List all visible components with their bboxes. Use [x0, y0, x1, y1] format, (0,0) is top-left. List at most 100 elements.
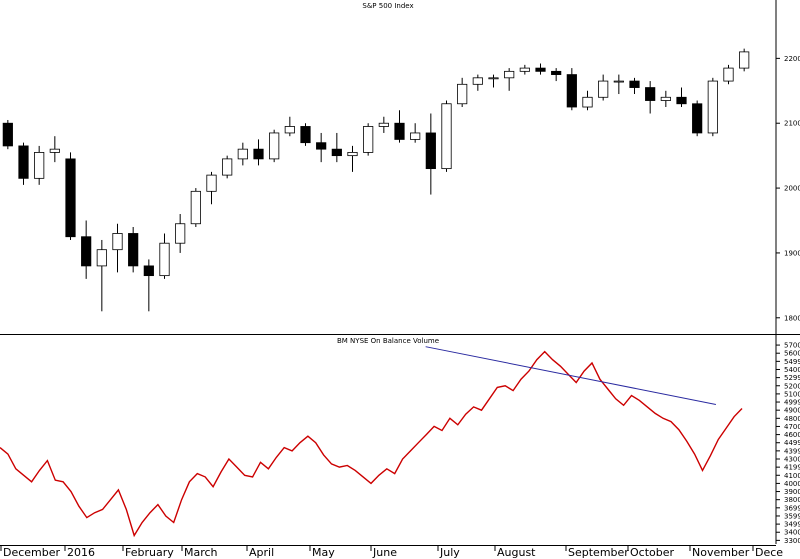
month-label: May [312, 546, 335, 559]
candle-body [159, 242, 170, 277]
candle-body [660, 96, 671, 101]
month-label: Dece [755, 546, 783, 559]
candle-body [128, 233, 139, 267]
price-title: S&P 500 Index [362, 2, 413, 10]
obv-tick-label: 44999 [784, 439, 800, 447]
obv-tick-label: 48000 [784, 415, 800, 423]
price-tick-label: 2000 [784, 185, 800, 193]
candle-body [81, 236, 92, 267]
price-y-ticks: 1800 1900 2000 2100 2200 [776, 55, 800, 322]
candle-body [472, 77, 483, 85]
month-label: 2016 [67, 546, 95, 559]
candle-body [175, 223, 186, 244]
candle-body [143, 265, 154, 277]
candle-body [535, 67, 546, 72]
month-label: September [568, 546, 629, 559]
candle-body [598, 80, 609, 98]
candle-body [723, 67, 734, 82]
obv-line [0, 350, 743, 538]
obv-tick-label: 41999 [784, 464, 800, 472]
price-tick-label: 1800 [784, 314, 800, 322]
candle-body [582, 96, 593, 108]
candle-body [112, 233, 123, 251]
candle-body [488, 77, 499, 80]
candle-body [629, 80, 640, 88]
month-label: August [497, 546, 536, 559]
obv-tick-label: 54000 [784, 366, 800, 374]
candle-body [222, 158, 233, 176]
obv-tick-label: 33000 [784, 537, 800, 545]
obv-panel: BM NYSE On Balance Volume 33000340003499… [0, 335, 800, 545]
candle-body [65, 158, 76, 238]
price-tick-label: 1900 [784, 249, 800, 257]
candle-body [49, 148, 60, 153]
month-labels: December 2016 February March April May June Jul… [0, 546, 783, 559]
candle-body [378, 122, 389, 127]
candle-body [676, 96, 687, 105]
obv-y-ticks: 3300034000349993599936999380003900040000… [776, 342, 800, 545]
candle-body [394, 122, 405, 140]
candle-body [441, 103, 452, 170]
obv-tick-label: 35999 [784, 512, 800, 520]
candle-body [613, 80, 624, 83]
price-candles [2, 48, 750, 312]
candle-body [347, 152, 358, 157]
month-label: July [439, 546, 460, 559]
obv-tick-label: 52999 [784, 374, 800, 382]
obv-tick-label: 56000 [784, 350, 800, 358]
obv-tick-label: 52000 [784, 382, 800, 390]
month-label: April [249, 546, 274, 559]
obv-tick-label: 38000 [784, 496, 800, 504]
month-label: October [630, 546, 674, 559]
month-label: June [372, 546, 397, 559]
obv-tick-label: 46000 [784, 431, 800, 439]
month-label: February [125, 546, 174, 559]
candle-body [707, 80, 718, 134]
candle-body [190, 190, 201, 225]
obv-tick-label: 41000 [784, 472, 800, 480]
candle-body [237, 148, 248, 160]
obv-trendline [425, 346, 717, 405]
obv-tick-label: 57000 [784, 342, 800, 350]
candle-body [363, 126, 374, 153]
candle-body [2, 122, 13, 147]
price-tick-label: 2200 [784, 55, 800, 63]
candle-body [253, 148, 264, 160]
obv-tick-label: 43999 [784, 447, 800, 455]
candle-body [331, 148, 342, 157]
candle-body [269, 132, 280, 160]
candle-body [504, 70, 515, 79]
obv-tick-label: 54999 [784, 358, 800, 366]
price-tick-label: 2100 [784, 120, 800, 128]
month-label: December [3, 546, 61, 559]
candle-body [692, 103, 703, 134]
candle-body [645, 87, 656, 101]
price-panel: S&P 500 Index 1800 1900 2000 2100 2200 [0, 0, 800, 335]
candle-body [206, 174, 217, 192]
candle-body [316, 142, 327, 150]
candle-body [566, 74, 577, 108]
obv-lines [0, 346, 743, 538]
obv-tick-label: 34999 [784, 521, 800, 529]
candle-body [18, 145, 29, 179]
obv-tick-label: 49999 [784, 399, 800, 407]
candle-body [284, 126, 295, 134]
candle-body [425, 132, 436, 170]
candle-body [457, 83, 468, 105]
obv-tick-label: 43000 [784, 455, 800, 463]
month-label: November [692, 546, 750, 559]
obv-title: BM NYSE On Balance Volume [337, 337, 439, 345]
candle-body [300, 126, 311, 144]
month-axis: December 2016 February March April May June Jul… [0, 545, 783, 559]
obv-tick-label: 51000 [784, 390, 800, 398]
candle-body [739, 51, 750, 69]
candle-body [519, 67, 530, 72]
candle-body [96, 249, 107, 267]
candle-body [410, 132, 421, 140]
obv-tick-label: 39000 [784, 488, 800, 496]
month-label: March [184, 546, 218, 559]
obv-tick-label: 40000 [784, 480, 800, 488]
obv-tick-label: 36999 [784, 504, 800, 512]
